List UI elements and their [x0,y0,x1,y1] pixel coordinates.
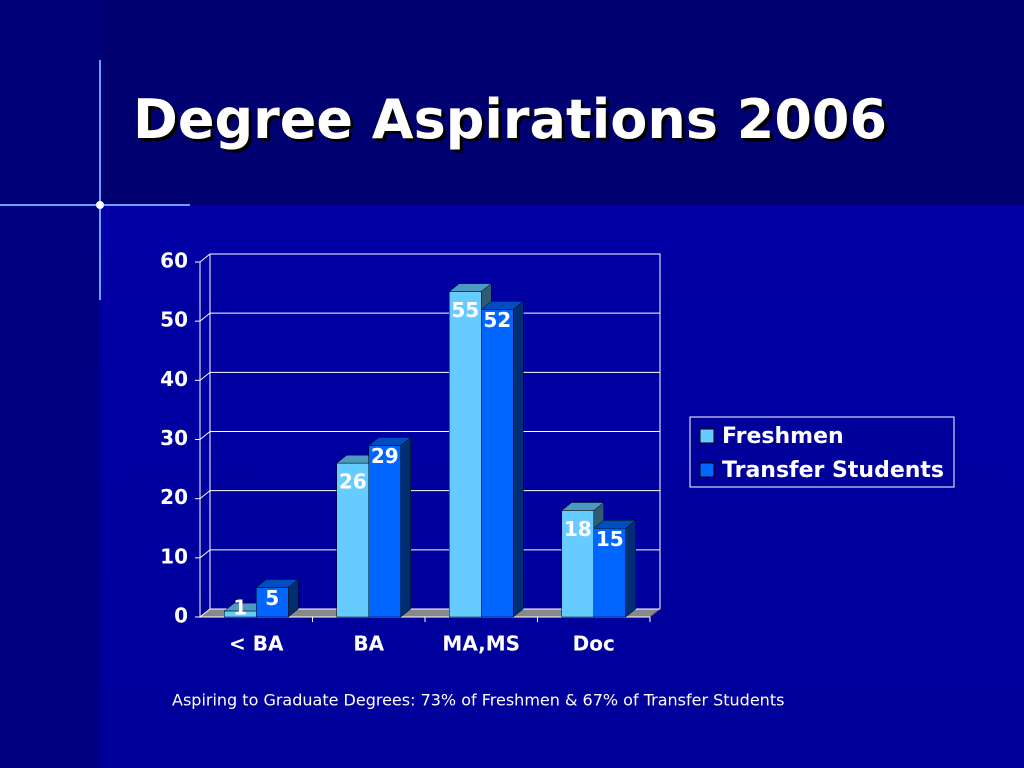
legend-label: Transfer Students [722,458,944,483]
bar [449,291,482,618]
bar-side [513,300,524,618]
x-tick-label: Doc [573,632,615,656]
y-tick-label: 20 [160,485,188,509]
y-tick-label: 50 [160,308,188,332]
data-label: 52 [483,308,511,332]
data-label: 5 [265,586,279,610]
data-label: 29 [371,444,399,468]
data-label: 15 [596,527,624,551]
grid-line [199,253,660,263]
bar [336,462,369,618]
data-label: 55 [451,298,479,322]
bar-side [625,519,636,618]
bar [256,587,289,618]
data-label: 18 [564,517,592,541]
chart-title: Degree Aspirations 2006 [133,88,887,151]
x-tick-label: < BA [229,632,284,656]
side-band [0,0,100,768]
bar-side [400,436,411,618]
legend-label: Freshmen [722,424,844,449]
bar [368,445,401,618]
x-tick-label: BA [353,632,384,656]
star [96,201,104,209]
y-tick-label: 30 [160,426,188,450]
header-band [0,0,1024,205]
data-label: 1 [233,596,247,620]
legend-swatch [699,462,715,478]
annotation: Aspiring to Graduate Degrees: 73% of Fre… [172,691,784,710]
legend-box [689,416,955,488]
legend-swatch [699,428,715,444]
y-tick-label: 10 [160,544,188,568]
bar [561,510,594,618]
data-label: 26 [339,470,367,494]
y-tick-label: 60 [160,249,188,273]
bar [593,528,626,618]
y-tick-label: 0 [174,604,188,628]
bar [481,309,514,618]
x-tick-label: MA,MS [442,632,520,656]
y-tick-label: 40 [160,367,188,391]
